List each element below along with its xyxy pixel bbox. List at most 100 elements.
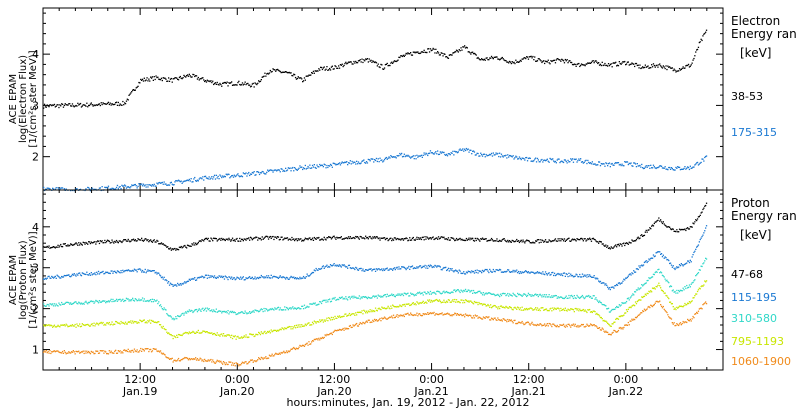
data-point: [146, 239, 148, 242]
data-point: [420, 154, 423, 156]
data-point: [119, 272, 121, 274]
data-point: [598, 281, 601, 283]
data-point: [341, 63, 343, 65]
data-point: [159, 351, 161, 353]
data-point: [275, 169, 277, 171]
data-point: [435, 151, 437, 153]
data-point: [697, 272, 700, 274]
data-point: [603, 319, 605, 322]
data-point: [288, 71, 290, 74]
series-115-195: [43, 225, 708, 291]
data-point: [306, 75, 308, 77]
data-point: [254, 309, 256, 311]
data-point: [436, 52, 438, 54]
data-point: [199, 357, 201, 359]
data-point: [562, 274, 564, 277]
data-point: [656, 251, 658, 254]
data-point: [282, 170, 284, 172]
data-point: [294, 307, 296, 309]
data-point: [658, 217, 660, 219]
data-point: [696, 293, 698, 295]
data-point: [181, 358, 183, 361]
data-point: [695, 219, 697, 221]
data-point: [265, 235, 267, 238]
data-point: [130, 240, 132, 242]
data-point: [311, 238, 313, 241]
data-point: [695, 248, 697, 250]
data-point: [236, 237, 238, 240]
data-point: [337, 237, 339, 239]
data-point: [661, 274, 664, 276]
data-point: [670, 303, 673, 305]
data-point: [215, 308, 217, 310]
data-point: [358, 162, 360, 165]
data-point: [234, 312, 236, 314]
data-point: [660, 221, 663, 223]
data-point: [625, 277, 628, 279]
data-point: [528, 157, 530, 159]
data-point: [428, 299, 431, 301]
data-point: [170, 283, 172, 285]
data-point: [160, 306, 163, 308]
data-point: [435, 265, 437, 267]
data-point: [134, 89, 136, 91]
data-point: [383, 237, 386, 239]
data-point: [304, 164, 306, 167]
data-point: [351, 237, 353, 239]
data-point: [583, 64, 585, 66]
data-point: [246, 363, 248, 365]
data-point: [580, 158, 582, 160]
data-point: [481, 294, 484, 296]
data-point: [373, 161, 375, 163]
data-point: [352, 162, 354, 164]
data-point: [385, 156, 387, 159]
data-point: [637, 300, 639, 302]
data-point: [687, 287, 689, 289]
data-point: [383, 268, 385, 270]
data-point: [583, 297, 585, 300]
data-point: [594, 298, 596, 300]
data-point: [594, 311, 596, 313]
data-point: [437, 290, 439, 292]
data-point: [281, 327, 283, 329]
data-point: [115, 102, 117, 104]
data-point: [616, 162, 619, 164]
data-point: [603, 282, 605, 284]
data-point: [476, 291, 478, 294]
data-point: [422, 51, 424, 53]
data-point: [301, 240, 303, 242]
data-point: [355, 163, 357, 165]
data-point: [156, 350, 158, 352]
data-point: [229, 311, 231, 313]
data-point: [195, 279, 198, 281]
data-point: [210, 80, 212, 82]
data-point: [57, 244, 59, 246]
data-point: [521, 157, 523, 159]
data-point: [465, 46, 468, 48]
data-point: [383, 158, 386, 161]
data-point: [427, 237, 429, 239]
data-point: [499, 239, 501, 242]
data-point: [368, 159, 370, 161]
data-point: [55, 187, 57, 189]
data-point: [610, 325, 612, 327]
data-point: [232, 364, 235, 366]
data-point: [249, 236, 252, 238]
data-point: [125, 240, 128, 242]
data-point: [683, 289, 685, 291]
data-point: [89, 325, 92, 327]
data-point: [159, 79, 162, 81]
data-point: [557, 238, 559, 240]
data-point: [508, 240, 511, 242]
data-point: [515, 240, 517, 242]
data-point: [443, 53, 445, 55]
data-point: [213, 332, 216, 335]
data-point: [558, 297, 560, 299]
data-point: [696, 219, 698, 222]
data-point: [283, 71, 285, 73]
data-point: [634, 240, 636, 242]
data-point: [534, 242, 536, 244]
data-point: [669, 285, 672, 287]
data-point: [183, 357, 185, 360]
data-point: [208, 80, 210, 82]
